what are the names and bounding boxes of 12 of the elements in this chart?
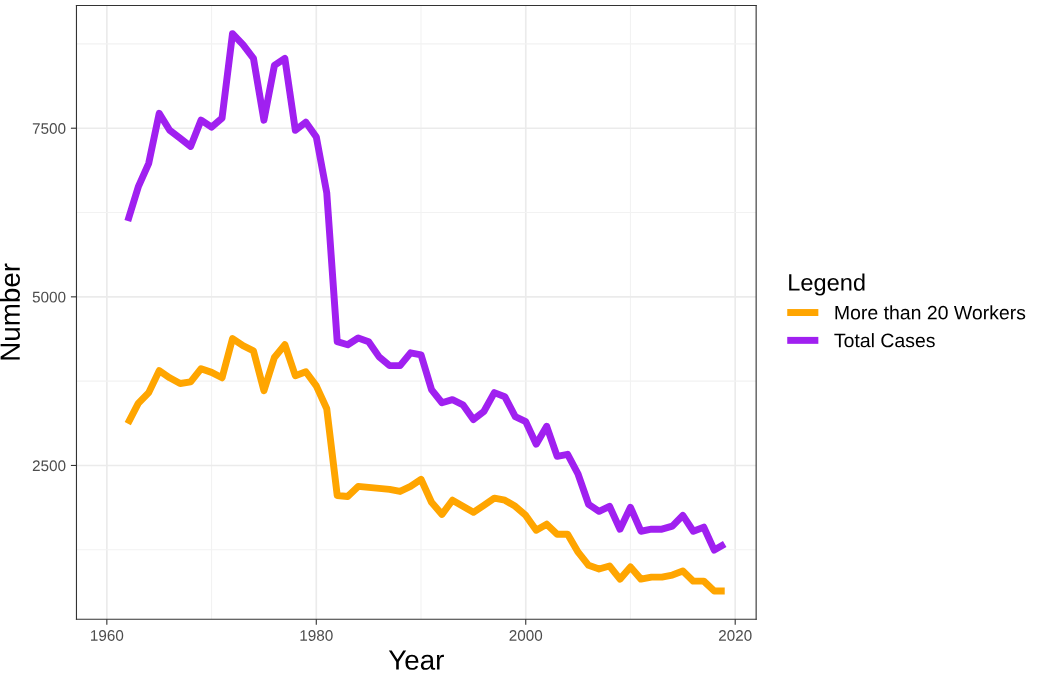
- legend-title: Legend: [789, 273, 865, 296]
- y-tick-label: 7500: [32, 123, 66, 134]
- y-axis-title: Number: [0, 263, 20, 360]
- x-tick-label: 1980: [300, 630, 333, 641]
- y-tick-label: 2500: [32, 460, 66, 472]
- y-tick-label: 5000: [32, 291, 66, 303]
- legend-label: Total Cases: [834, 333, 935, 348]
- legend-label: More than 20 Workers: [835, 305, 1026, 320]
- x-tick-label: 2000: [509, 630, 543, 641]
- x-tick-label: 2020: [718, 630, 752, 641]
- x-tick-label: 1960: [91, 630, 124, 641]
- x-axis-title: Year: [388, 650, 444, 670]
